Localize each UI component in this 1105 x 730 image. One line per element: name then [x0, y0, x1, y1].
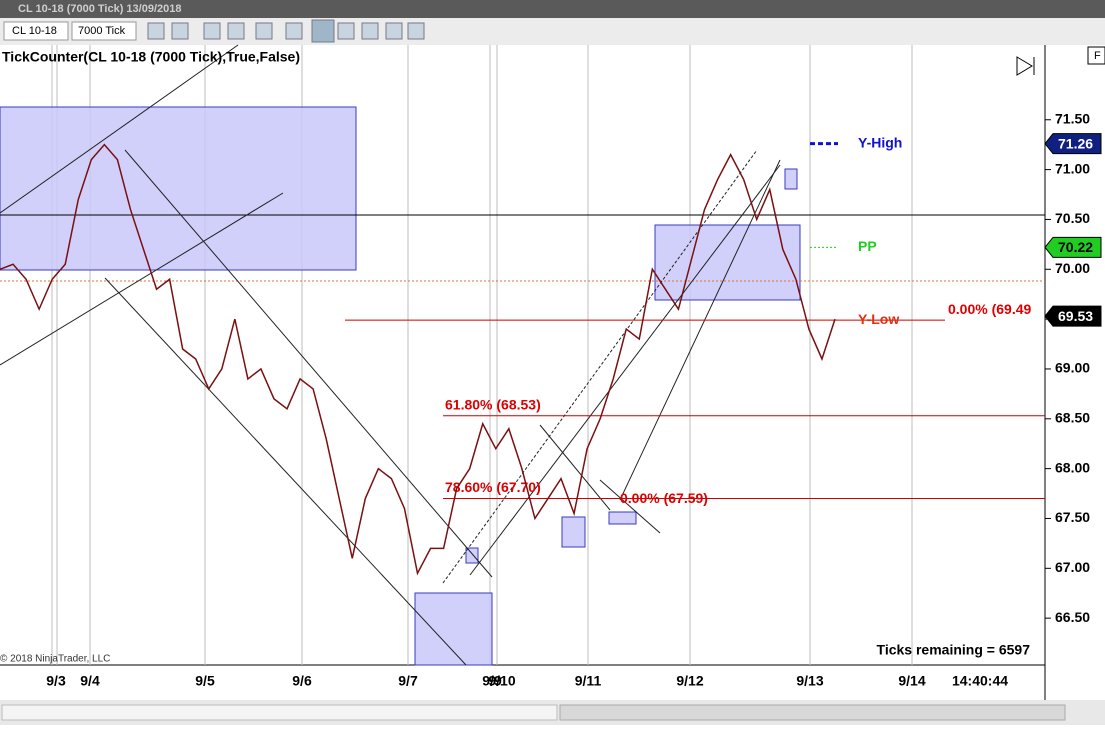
trend-line	[469, 164, 781, 576]
tool-button[interactable]	[285, 22, 303, 40]
x-tick-label: 9/10	[488, 673, 515, 689]
toolbar	[0, 18, 1105, 45]
instrument: CL 10-18	[12, 25, 57, 37]
x-tick-label: 9/5	[195, 673, 215, 689]
price-marker-label: 70.22	[1058, 239, 1093, 255]
level-label: 0.00% (67.59)	[620, 490, 708, 506]
trend-line	[124, 149, 493, 578]
expand-button[interactable]	[1087, 46, 1105, 65]
window-title: CL 10-18 (7000 Tick) 13/09/2018	[18, 3, 182, 15]
trend-line	[599, 479, 661, 534]
pivot-label: Y-High	[858, 134, 902, 150]
interval: 7000 Tick	[78, 25, 126, 37]
level-label: 78.60% (67.70)	[445, 479, 541, 495]
tool-button[interactable]	[337, 22, 355, 40]
x-tick-label: 9/3	[46, 673, 66, 689]
x-tick-label: 9/7	[398, 673, 418, 689]
y-tick-label: 70.00	[1055, 260, 1090, 276]
x-tick-label: 9/13	[796, 673, 823, 689]
zones	[0, 106, 801, 666]
x-tick-label: 9/11	[575, 673, 602, 689]
x-tick-label: 9/14	[898, 673, 925, 689]
x-tick-label: 9/12	[676, 673, 703, 689]
tool-button[interactable]	[227, 22, 245, 40]
toolbar-icons	[147, 19, 425, 43]
x-tick-label: 9/4	[80, 673, 100, 689]
y-tick-label: 69.00	[1055, 360, 1090, 376]
y-tick-label: 67.00	[1055, 559, 1090, 575]
trend-line	[619, 159, 781, 501]
zone	[561, 516, 586, 548]
tool-button[interactable]	[407, 22, 425, 40]
scroll-thumb[interactable]	[559, 704, 1066, 721]
y-tick-label: 68.50	[1055, 409, 1090, 425]
ticks-remaining: Ticks remaining = 6597	[877, 642, 1031, 658]
x-tick-label: 9/6	[292, 673, 312, 689]
y-tick-label: 71.00	[1055, 160, 1090, 176]
trend-line	[539, 424, 611, 511]
copyright: © 2018 NinjaTrader, LLC	[0, 654, 110, 665]
expand-label: F	[1094, 50, 1101, 62]
y-tick-label: 67.50	[1055, 509, 1090, 525]
time-label: 14:40:44	[952, 673, 1008, 689]
y-tick-label: 71.50	[1055, 110, 1090, 126]
tool-button[interactable]	[311, 19, 335, 43]
price-marker-label: 71.26	[1058, 135, 1093, 151]
trend-line	[0, 192, 284, 366]
trend-line	[0, 44, 239, 214]
indicator-label: TickCounter(CL 10-18 (7000 Tick),True,Fa…	[2, 49, 300, 65]
trend-line	[104, 277, 467, 666]
title-bar	[0, 0, 1105, 18]
price-line	[0, 143, 836, 576]
zone	[465, 547, 479, 564]
tool-button[interactable]	[147, 22, 165, 40]
trend-lines	[0, 44, 781, 666]
y-tick-label: 70.50	[1055, 210, 1090, 226]
x-tick-label: 9/9	[482, 673, 502, 689]
zone	[654, 224, 801, 301]
zone	[414, 592, 493, 666]
price-marker-label: 69.53	[1058, 308, 1093, 324]
price-marker	[1044, 305, 1102, 327]
level-label: 61.80% (68.53)	[445, 397, 541, 413]
pivot-label: Y-Low	[858, 311, 899, 327]
y-tick-label: 66.50	[1055, 609, 1090, 625]
tool-button[interactable]	[255, 22, 273, 40]
price-marker	[1044, 236, 1102, 258]
trend-line	[442, 149, 758, 584]
interval-dropdown[interactable]	[71, 21, 137, 41]
instrument-dropdown[interactable]	[3, 21, 69, 41]
scroll-track	[1, 704, 558, 721]
zone	[0, 106, 357, 271]
tool-button[interactable]	[385, 22, 403, 40]
tool-button[interactable]	[171, 22, 189, 40]
pivot-label: PP	[858, 238, 877, 254]
y-tick-label: 68.00	[1055, 459, 1090, 475]
level-label: 0.00% (69.49	[948, 301, 1031, 317]
play-button[interactable]	[1016, 56, 1035, 76]
zone	[784, 168, 798, 190]
zone	[608, 511, 637, 525]
tool-button[interactable]	[203, 22, 221, 40]
tool-button[interactable]	[361, 22, 379, 40]
price-marker	[1044, 133, 1102, 155]
